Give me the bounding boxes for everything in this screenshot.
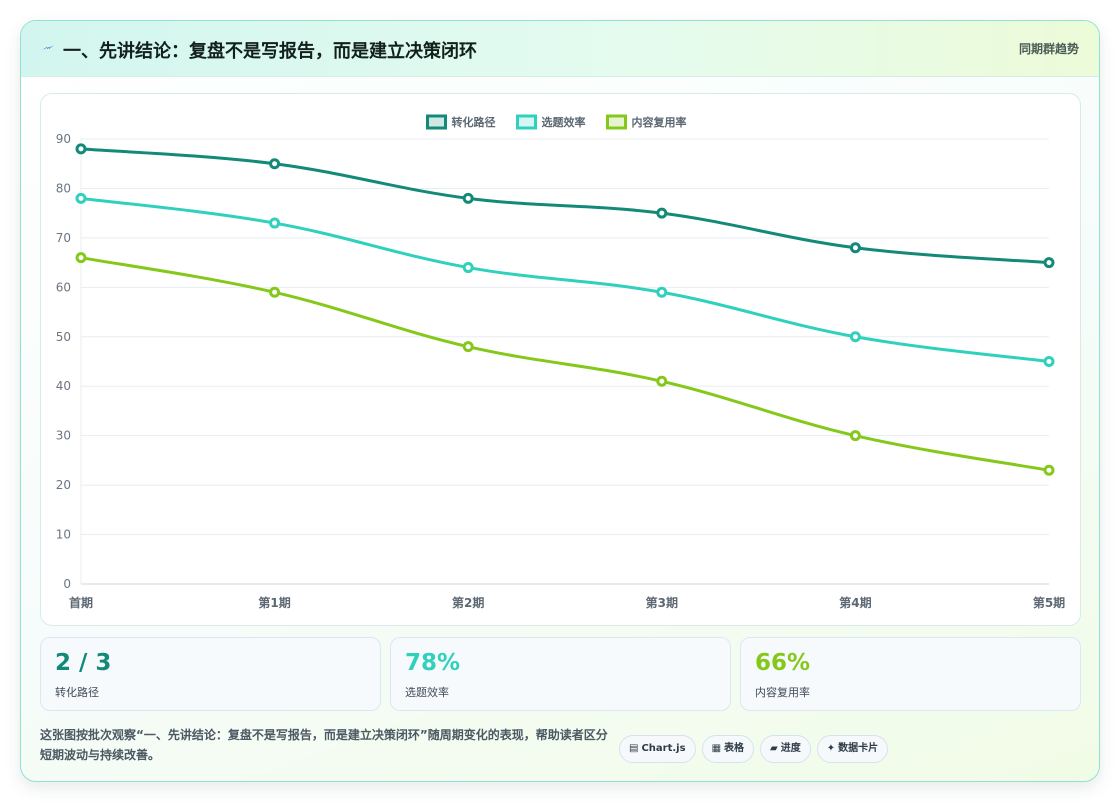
data-point	[75, 252, 87, 264]
legend-swatch	[606, 114, 627, 130]
data-point	[656, 375, 668, 387]
tag-label: 进度	[780, 743, 801, 754]
lightning-icon	[42, 45, 54, 50]
y-tick-label: 90	[56, 132, 71, 146]
stat-label: 转化路径	[55, 686, 99, 699]
cohort-trend-link[interactable]: 同期群趋势	[1018, 42, 1079, 56]
chart-icon: ▤	[629, 743, 639, 754]
y-tick-label: 50	[56, 330, 71, 344]
legend-label: 转化路径	[452, 115, 496, 129]
tag-list: ▤ Chart.js ▦ 表格 ▰ 进度 ✦ 数据卡片	[619, 735, 894, 765]
report-card: 一、先讲结论：复盘不是写报告，而是建立决策闭环 同期群趋势 0 10 20 30 40 5…	[20, 20, 1100, 782]
y-tick-label: 0	[63, 577, 71, 591]
stat-value: 78%	[405, 650, 461, 676]
y-tick-label: 20	[56, 478, 71, 492]
chart-description: 这张图按批次观察“一、先讲结论：复盘不是写报告，而是建立决策闭环”随周期变化的表…	[40, 728, 608, 762]
stat-value: 66%	[755, 650, 811, 676]
x-tick-label: 首期	[69, 595, 93, 610]
y-tick-label: 70	[56, 231, 71, 245]
tag-progress[interactable]: ▰ 进度	[760, 735, 811, 763]
stat-card-conversion: 2 / 3 转化路径	[40, 637, 381, 711]
data-point	[656, 286, 668, 298]
data-point	[849, 430, 861, 442]
data-point	[462, 262, 474, 274]
x-tick-label: 第3期	[646, 595, 678, 610]
x-tick-label: 第5期	[1033, 595, 1065, 610]
y-tick-label: 10	[56, 528, 71, 542]
data-point	[462, 341, 474, 353]
table-icon: ▦	[711, 743, 722, 754]
data-point	[75, 143, 87, 155]
stat-label: 内容复用率	[755, 686, 810, 699]
y-tick-label: 30	[56, 429, 71, 443]
data-point	[269, 158, 281, 170]
stat-card-topic-efficiency: 78% 选题效率	[390, 637, 731, 711]
series-line-0	[79, 147, 1051, 265]
x-tick-label: 第2期	[452, 595, 484, 610]
stat-value: 2 / 3	[55, 650, 112, 676]
tag-label: 表格	[724, 743, 745, 754]
y-tick-label: 60	[56, 280, 71, 294]
data-point	[1043, 356, 1055, 367]
data-point	[656, 207, 668, 219]
line-chart: 0 10 20 30 40 50 60 70 80 90 首期 第1期 第2期 第3期 第4期 第5期 转化路径…	[56, 114, 1065, 610]
y-tick-label: 80	[56, 181, 71, 195]
data-point	[462, 192, 474, 204]
card-header: 一、先讲结论：复盘不是写报告，而是建立决策闭环 同期群趋势	[21, 21, 1099, 77]
tag-data-card[interactable]: ✦ 数据卡片	[816, 735, 889, 763]
legend-swatch	[426, 114, 447, 130]
x-tick-label: 第4期	[839, 595, 871, 610]
y-tick-label: 40	[56, 379, 71, 393]
x-tick-label: 第1期	[258, 595, 290, 610]
tag-label: 数据卡片	[838, 743, 879, 754]
data-point	[1043, 464, 1055, 476]
progress-icon: ▰	[770, 743, 778, 754]
tag-chartjs[interactable]: ▤ Chart.js	[619, 735, 696, 763]
data-point	[849, 331, 861, 343]
data-point	[1043, 257, 1055, 269]
chart-panel: 0 10 20 30 40 50 60 70 80 90 首期 第1期 第2期 第3期 第4期 第5期 转化路径…	[40, 93, 1081, 626]
series-line-2	[79, 256, 1051, 472]
sparkle-icon: ✦	[826, 743, 836, 754]
legend-label: 选题效率	[542, 115, 586, 129]
data-point	[269, 286, 281, 298]
data-point	[849, 242, 861, 254]
data-point	[269, 217, 281, 229]
page-title: 一、先讲结论：复盘不是写报告，而是建立决策闭环	[63, 41, 477, 62]
tag-label: Chart.js	[641, 743, 686, 754]
series-line-1	[79, 196, 1051, 363]
stat-card-content-reuse: 66% 内容复用率	[740, 637, 1081, 711]
legend-label: 内容复用率	[632, 115, 687, 129]
legend-swatch	[516, 114, 537, 130]
tag-table[interactable]: ▦ 表格	[701, 735, 755, 763]
stat-label: 选题效率	[405, 686, 449, 699]
data-point	[75, 192, 87, 204]
stat-cards: 2 / 3 转化路径 78% 选题效率 66% 内容复用率	[40, 637, 1081, 711]
